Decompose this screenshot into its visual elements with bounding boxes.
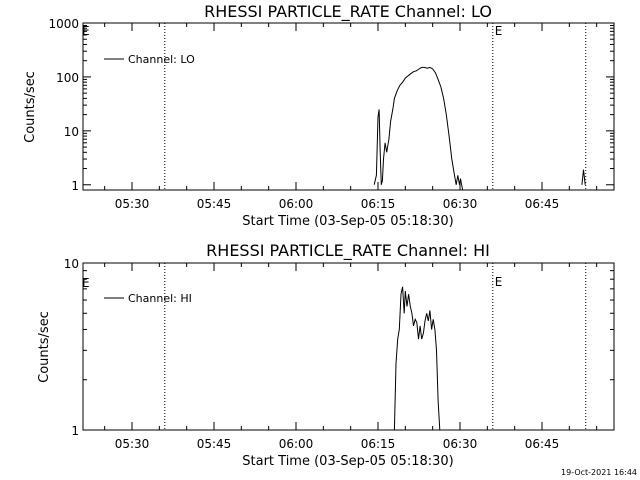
series-line-lo [373, 66, 464, 191]
y-tick-label-hi: 1 [71, 424, 79, 438]
marker-label-hi: E [495, 275, 503, 289]
x-tick-label-hi: 06:00 [279, 437, 314, 451]
x-ticks-hi: 05:30 05:45 06:00 06:15 06:30 06:45 [104, 263, 598, 451]
series-line-lo [581, 169, 586, 185]
x-tick-label-lo: 06:30 [443, 197, 478, 211]
series-hi [393, 286, 444, 431]
footer-timestamp: 19-Oct-2021 16:44 [561, 468, 637, 477]
panel-lo: RHESSI PARTICLE_RATE Channel: LO Counts/… [23, 2, 615, 229]
x-tick-label-hi: 05:30 [115, 437, 150, 451]
plot-frame-lo [82, 22, 615, 191]
x-tick-label-lo: 06:00 [279, 197, 314, 211]
panel-hi: RHESSI PARTICLE_RATE Channel: HI Counts/… [37, 241, 615, 469]
y-tick-label-lo: 100 [56, 71, 79, 85]
y-tick-label-hi: 10 [64, 257, 79, 271]
x-tick-label-hi: 06:30 [443, 437, 478, 451]
plot-frame-hi [82, 262, 615, 431]
chart-title-hi: RHESSI PARTICLE_RATE Channel: HI [206, 241, 490, 261]
marker-label-lo: E [495, 24, 503, 38]
marker-lines-hi: E [164, 263, 587, 430]
x-tick-label-lo: 06:15 [361, 197, 396, 211]
series-line-hi [393, 286, 444, 431]
x-tick-label-hi: 05:45 [197, 437, 232, 451]
x-tick-label-lo: 05:45 [197, 197, 232, 211]
x-axis-label-hi: Start Time (03-Sep-05 05:18:30) [242, 454, 453, 469]
x-tick-label-hi: 06:15 [361, 437, 396, 451]
x-tick-label-lo: 06:45 [525, 197, 560, 211]
x-tick-label-hi: 06:45 [525, 437, 560, 451]
legend-label-hi: Channel: HI [128, 292, 192, 305]
series-lo [373, 66, 586, 191]
corner-marker-hi: E [82, 276, 90, 290]
legend-label-lo: Channel: LO [128, 53, 195, 66]
chart-title-lo: RHESSI PARTICLE_RATE Channel: LO [204, 2, 492, 22]
x-tick-label-lo: 05:30 [115, 197, 150, 211]
y-axis-label-lo: Counts/sec [23, 71, 38, 143]
y-ticks-hi: 1 10 [64, 257, 614, 438]
marker-lines-lo: E [164, 23, 587, 190]
x-ticks-lo: 05:30 05:45 06:00 06:15 06:30 06:45 [104, 23, 598, 211]
y-tick-label-lo: 1 [71, 179, 79, 193]
y-tick-label-lo: 1000 [48, 17, 79, 31]
y-ticks-lo: 1 10 100 1000 [48, 17, 614, 193]
x-axis-label-lo: Start Time (03-Sep-05 05:18:30) [242, 214, 453, 229]
y-axis-label-hi: Counts/sec [37, 311, 52, 383]
y-tick-label-lo: 10 [64, 125, 79, 139]
